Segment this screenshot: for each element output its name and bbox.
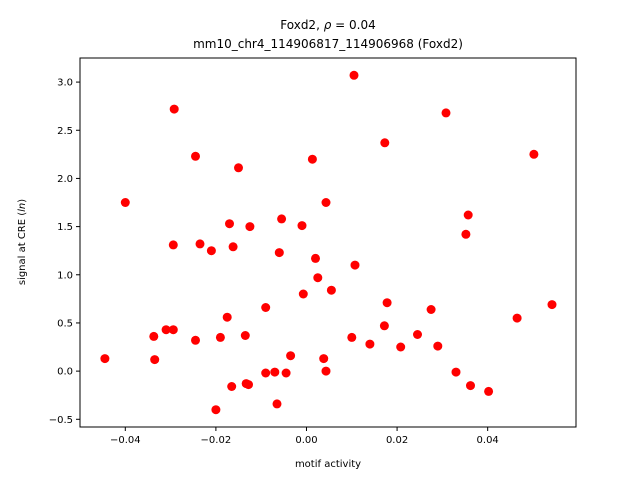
y-tick-label: 2.0 (57, 174, 73, 185)
y-tick-label: −0.5 (49, 415, 73, 426)
data-point (321, 366, 331, 376)
title-rho-symbol: ρ (324, 18, 332, 32)
data-point (313, 273, 323, 283)
data-point (396, 342, 406, 352)
data-point (281, 368, 291, 378)
data-point (120, 198, 130, 207)
data-point (451, 367, 461, 377)
y-tick-label: 0.0 (57, 367, 73, 378)
title-gene-label: Foxd2, (280, 18, 323, 32)
data-point (379, 321, 389, 331)
data-point (244, 380, 253, 390)
x-tick-label: −0.02 (201, 435, 232, 446)
data-point (484, 386, 494, 396)
data-point (413, 330, 422, 339)
x-axis-ticks: −0.04 −0.02 0.00 0.02 0.04 (110, 427, 499, 446)
y-tick-label: 0.5 (57, 318, 73, 329)
data-point (227, 382, 237, 391)
data-point (347, 332, 357, 342)
data-point (350, 260, 360, 270)
data-point (240, 331, 250, 340)
data-points (100, 70, 557, 415)
data-point (168, 240, 178, 250)
data-point (245, 222, 255, 232)
data-point (433, 341, 443, 351)
y-axis-label-suffix: ) (17, 199, 28, 203)
data-point (225, 219, 234, 229)
data-point (161, 325, 171, 335)
x-tick-label: 0.00 (295, 435, 317, 446)
data-point (286, 351, 296, 361)
y-axis-label-italic: ln (17, 203, 28, 212)
data-point (261, 368, 271, 378)
x-tick-label: 0.04 (477, 435, 499, 446)
data-point (426, 305, 436, 314)
y-tick-label: 1.5 (57, 222, 73, 233)
data-point (298, 289, 308, 299)
data-point (272, 399, 282, 409)
data-point (321, 198, 331, 207)
data-point (382, 298, 392, 308)
data-point (169, 104, 179, 114)
x-tick-label: −0.04 (110, 435, 141, 446)
chart-title-line2: mm10_chr4_114906817_114906968 (Foxd2) (193, 37, 463, 51)
y-axis-label: signal at CRE (ln) (17, 199, 28, 285)
data-point (311, 253, 320, 263)
x-tick-label: 0.02 (386, 435, 408, 446)
data-point (380, 138, 390, 148)
y-tick-label: 1.0 (57, 270, 73, 281)
title-rho-value: = 0.04 (331, 18, 375, 32)
data-point (277, 214, 287, 224)
data-point (261, 303, 271, 312)
data-point (191, 335, 200, 345)
data-point (215, 332, 225, 342)
y-axis-ticks: −0.5 0.0 0.5 1.0 1.5 2.0 2.5 3.0 (49, 78, 80, 426)
data-point (349, 70, 359, 80)
data-point (365, 339, 375, 349)
data-point (529, 149, 539, 159)
data-point (466, 381, 475, 391)
data-point (547, 300, 557, 310)
data-point (206, 246, 216, 256)
data-point (195, 239, 205, 249)
data-point (319, 354, 329, 364)
data-point (222, 312, 232, 322)
data-point (149, 331, 159, 341)
data-point (274, 248, 284, 258)
data-point (211, 405, 221, 415)
data-point (234, 163, 243, 173)
data-point (441, 108, 451, 118)
data-point (297, 221, 307, 231)
x-axis-label: motif activity (295, 459, 361, 470)
data-point (463, 210, 473, 220)
data-point (326, 285, 336, 295)
data-point (150, 355, 160, 365)
y-tick-label: 2.5 (57, 126, 73, 137)
chart-title-line1: Foxd2, ρ = 0.04 (280, 18, 375, 32)
y-tick-label: 3.0 (57, 78, 73, 89)
data-point (270, 367, 280, 377)
data-point (461, 229, 471, 239)
plot-frame (79, 57, 577, 428)
y-axis-label-prefix: signal at CRE ( (17, 212, 28, 285)
data-point (100, 354, 110, 364)
data-point (168, 325, 178, 335)
data-point (228, 242, 238, 252)
data-point (307, 154, 317, 164)
data-point (191, 151, 200, 161)
data-point (512, 313, 522, 323)
